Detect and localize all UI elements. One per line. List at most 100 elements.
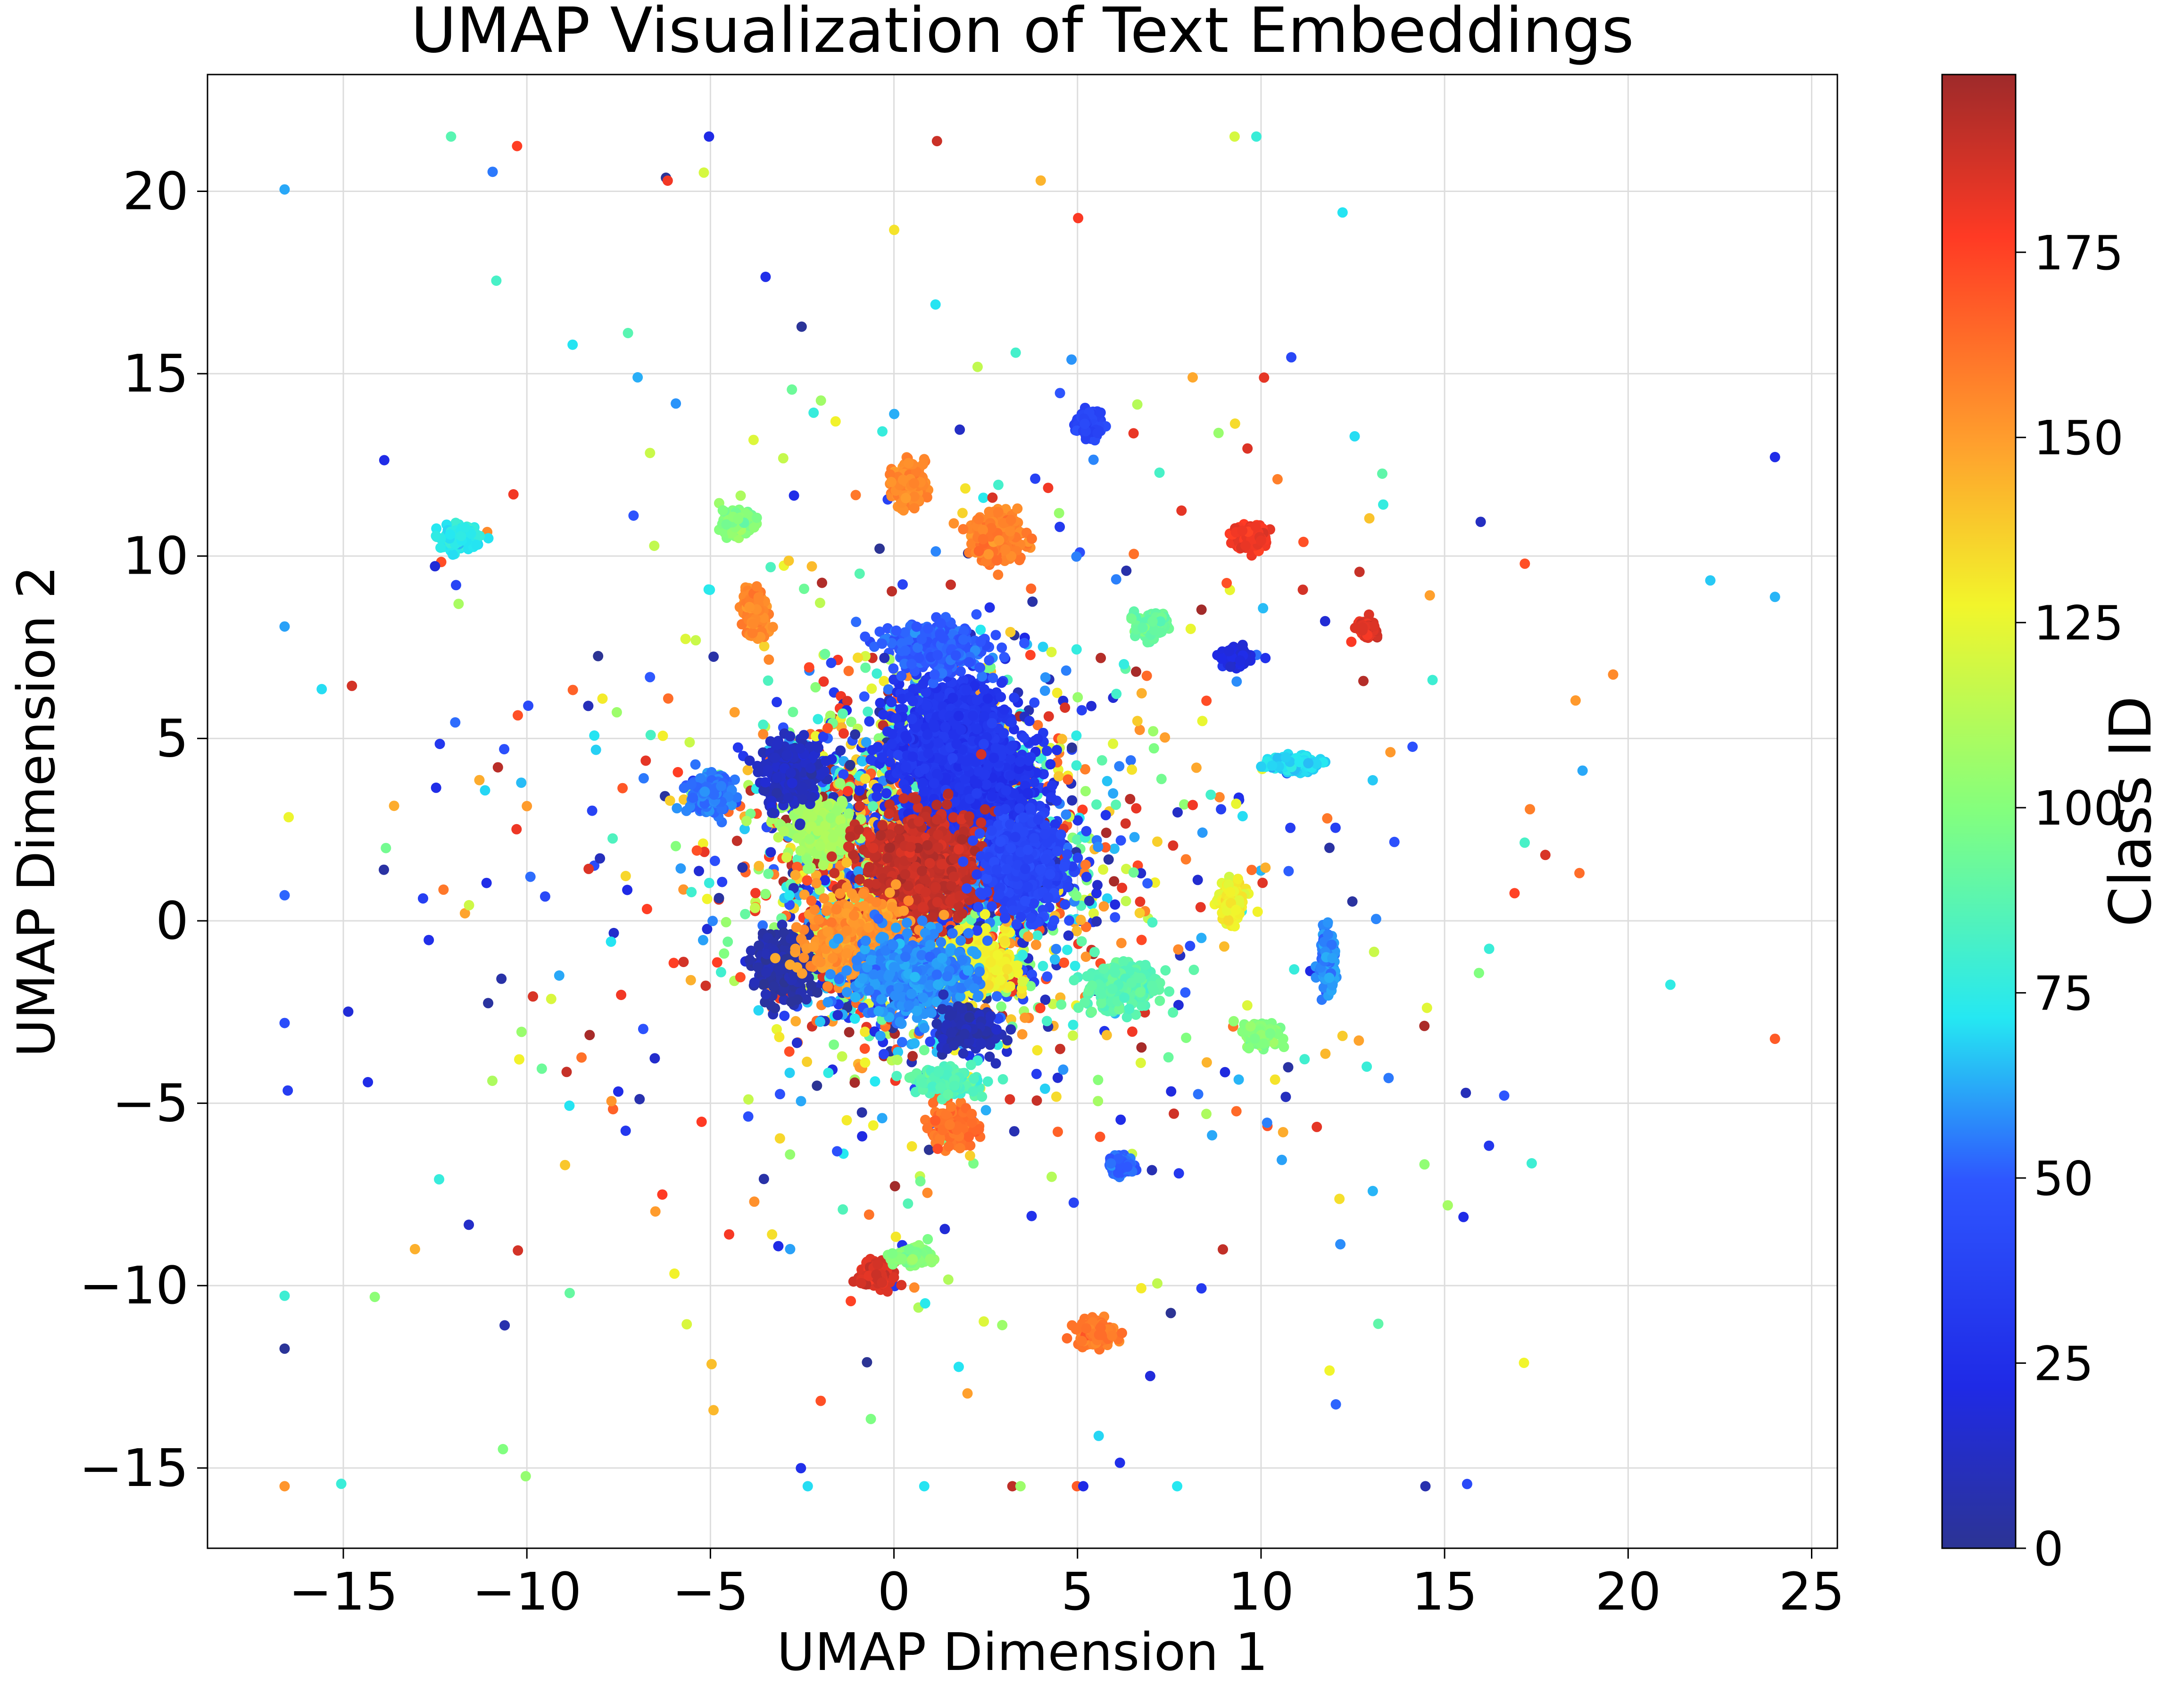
data-point — [482, 878, 492, 888]
data-point — [700, 981, 711, 991]
data-point — [1137, 688, 1147, 699]
data-point — [823, 1068, 833, 1078]
data-point — [979, 739, 989, 749]
data-point — [860, 662, 871, 673]
data-point — [853, 652, 863, 663]
data-point — [1057, 734, 1067, 744]
data-point — [796, 1463, 806, 1473]
data-point — [1705, 575, 1716, 585]
data-point — [1168, 840, 1178, 851]
data-point — [984, 1052, 995, 1062]
data-point — [1419, 1021, 1429, 1031]
data-point — [803, 1481, 813, 1492]
data-point — [870, 1076, 880, 1086]
data-point — [1186, 624, 1196, 634]
data-point — [669, 958, 679, 968]
data-point — [1132, 716, 1143, 726]
data-point — [1096, 653, 1106, 663]
data-point — [743, 765, 753, 775]
data-point — [947, 693, 958, 703]
data-point — [1574, 868, 1585, 878]
data-point — [623, 328, 633, 338]
data-point — [1172, 807, 1183, 818]
data-point — [826, 841, 837, 851]
data-point — [759, 1174, 769, 1184]
data-point — [1299, 1054, 1310, 1064]
data-point — [1084, 896, 1095, 906]
data-point — [765, 847, 776, 858]
data-point — [1055, 1044, 1065, 1054]
data-point — [1092, 880, 1103, 890]
data-point — [962, 685, 972, 695]
data-point — [1042, 971, 1053, 982]
data-point — [562, 1067, 572, 1077]
data-point — [589, 730, 599, 741]
data-point — [1061, 810, 1071, 820]
data-point — [979, 684, 989, 694]
data-point — [1135, 897, 1146, 907]
data-point — [717, 877, 727, 887]
data-point — [981, 1105, 991, 1115]
data-point — [792, 833, 803, 843]
data-point — [883, 684, 894, 694]
data-point — [816, 395, 826, 406]
data-point — [901, 762, 911, 772]
data-point — [1063, 930, 1074, 941]
data-point — [983, 693, 993, 704]
data-point — [1032, 1095, 1042, 1106]
data-point — [930, 546, 941, 557]
data-point — [972, 779, 982, 789]
data-point — [567, 340, 578, 350]
data-point — [864, 716, 874, 726]
data-point — [980, 769, 990, 780]
data-point — [638, 1024, 648, 1034]
data-point — [1115, 1115, 1126, 1125]
data-point — [826, 658, 837, 668]
data-point — [857, 1131, 867, 1142]
data-point — [1125, 794, 1135, 804]
data-point — [1054, 508, 1064, 518]
data-point — [1042, 1016, 1052, 1026]
data-point — [1136, 1042, 1146, 1052]
data-point — [1484, 1141, 1494, 1151]
data-point — [1207, 1130, 1217, 1141]
data-point — [990, 743, 1001, 753]
data-point — [1071, 551, 1081, 562]
data-point — [451, 580, 461, 590]
data-point — [1369, 947, 1379, 957]
data-point — [799, 584, 809, 594]
data-point — [1040, 1084, 1050, 1094]
data-point — [540, 891, 550, 901]
data-point — [1017, 1029, 1028, 1040]
data-point — [955, 782, 965, 793]
data-point — [1121, 818, 1131, 829]
data-point — [1147, 1165, 1157, 1176]
data-point — [887, 729, 897, 739]
data-point — [1126, 755, 1136, 766]
data-point — [370, 1292, 380, 1302]
data-point — [1147, 917, 1158, 927]
data-point — [522, 801, 532, 811]
data-point — [1181, 854, 1191, 865]
data-point — [981, 779, 991, 790]
data-point — [1181, 1033, 1191, 1043]
data-point — [1570, 695, 1581, 706]
data-point — [1187, 372, 1198, 383]
data-point — [1026, 584, 1036, 594]
data-point — [889, 409, 899, 419]
data-point — [1070, 961, 1080, 971]
data-point — [1280, 1092, 1291, 1102]
data-point — [1770, 1034, 1780, 1044]
data-point — [706, 1359, 717, 1369]
data-point — [943, 1275, 954, 1285]
data-point — [802, 854, 813, 865]
data-point — [972, 788, 982, 799]
data-point — [1540, 850, 1551, 860]
data-point — [435, 739, 445, 749]
data-point — [792, 1038, 802, 1048]
data-point — [1109, 843, 1120, 854]
data-point — [1132, 399, 1143, 409]
data-point — [1420, 1481, 1431, 1492]
data-point — [613, 1086, 623, 1097]
data-point — [817, 578, 827, 588]
